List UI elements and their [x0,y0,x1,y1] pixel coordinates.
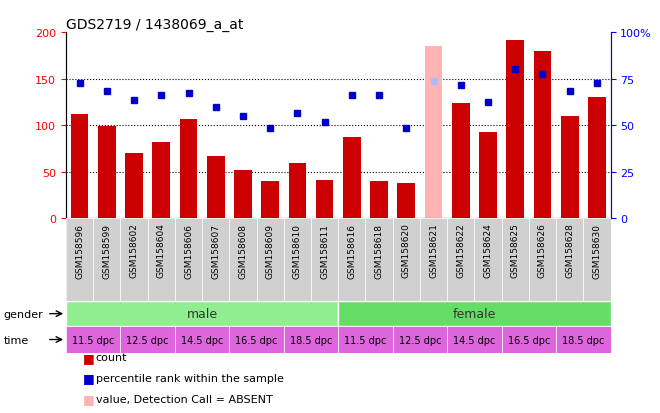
Text: GSM158621: GSM158621 [429,223,438,278]
Bar [529,219,556,301]
Text: value, Detection Call = ABSENT: value, Detection Call = ABSENT [96,394,273,404]
Bar [343,138,361,219]
Bar [338,301,610,326]
Text: percentile rank within the sample: percentile rank within the sample [96,373,284,383]
Bar [583,219,611,301]
Bar [230,219,257,301]
Bar [234,171,252,219]
Bar [338,219,366,301]
Bar [284,219,311,301]
Bar [502,219,529,301]
Bar [556,219,583,301]
Text: 12.5 dpc: 12.5 dpc [399,335,441,345]
Text: GSM158607: GSM158607 [211,223,220,278]
Bar [152,143,170,219]
Text: GSM158616: GSM158616 [347,223,356,278]
Bar [120,219,148,301]
Text: GSM158608: GSM158608 [238,223,248,278]
Bar [452,104,470,219]
Bar [284,326,338,353]
Text: GSM158610: GSM158610 [293,223,302,278]
Text: 11.5 dpc: 11.5 dpc [72,335,114,345]
Bar [338,326,393,353]
Text: GSM158602: GSM158602 [129,223,139,278]
Bar [257,219,284,301]
Bar [447,326,502,353]
Text: 12.5 dpc: 12.5 dpc [127,335,169,345]
Bar [175,219,202,301]
Bar [475,219,502,301]
Text: GSM158620: GSM158620 [402,223,411,278]
Bar [393,326,447,353]
Text: GSM158626: GSM158626 [538,223,547,278]
Text: GSM158624: GSM158624 [484,223,492,278]
Text: count: count [96,352,127,362]
Bar [180,119,197,219]
Text: gender: gender [3,309,43,319]
Text: 14.5 dpc: 14.5 dpc [453,335,496,345]
Text: female: female [453,307,496,320]
Text: 16.5 dpc: 16.5 dpc [236,335,278,345]
Bar [125,154,143,219]
Text: GSM158599: GSM158599 [102,223,112,278]
Bar [556,326,611,353]
Bar [370,182,388,219]
Text: GSM158604: GSM158604 [157,223,166,278]
Bar [66,301,338,326]
Bar [230,326,284,353]
Bar [366,219,393,301]
Text: GSM158609: GSM158609 [266,223,275,278]
Bar [561,116,579,219]
Bar [311,219,339,301]
Bar [148,219,175,301]
Text: male: male [187,307,218,320]
Text: GSM158596: GSM158596 [75,223,84,278]
Bar [71,115,88,219]
Bar [506,40,524,219]
Bar [98,127,115,219]
Bar [502,326,556,353]
Text: GSM158606: GSM158606 [184,223,193,278]
Text: GSM158622: GSM158622 [456,223,465,278]
Text: GSM158630: GSM158630 [593,223,601,278]
Bar [93,219,120,301]
Bar [288,163,306,219]
Text: 16.5 dpc: 16.5 dpc [508,335,550,345]
Bar [175,326,230,353]
Text: ■: ■ [82,351,94,364]
Text: ■: ■ [82,371,94,385]
Bar [420,219,447,301]
Text: 18.5 dpc: 18.5 dpc [562,335,605,345]
Text: ■: ■ [82,392,94,405]
Bar [66,326,120,353]
Text: 14.5 dpc: 14.5 dpc [181,335,223,345]
Text: GSM158611: GSM158611 [320,223,329,278]
Bar [424,47,442,219]
Bar [393,219,420,301]
Bar [479,133,497,219]
Text: GSM158625: GSM158625 [511,223,519,278]
Text: 18.5 dpc: 18.5 dpc [290,335,332,345]
Text: GSM158618: GSM158618 [375,223,383,278]
Bar [397,183,415,219]
Bar [447,219,475,301]
Text: GDS2719 / 1438069_a_at: GDS2719 / 1438069_a_at [66,18,244,32]
Bar [202,219,230,301]
Text: GSM158628: GSM158628 [565,223,574,278]
Bar [261,182,279,219]
Bar [66,219,93,301]
Bar [120,326,175,353]
Bar [207,157,224,219]
Text: 11.5 dpc: 11.5 dpc [345,335,387,345]
Bar [533,52,551,219]
Bar [315,181,333,219]
Bar [588,98,606,219]
Text: time: time [3,335,28,345]
